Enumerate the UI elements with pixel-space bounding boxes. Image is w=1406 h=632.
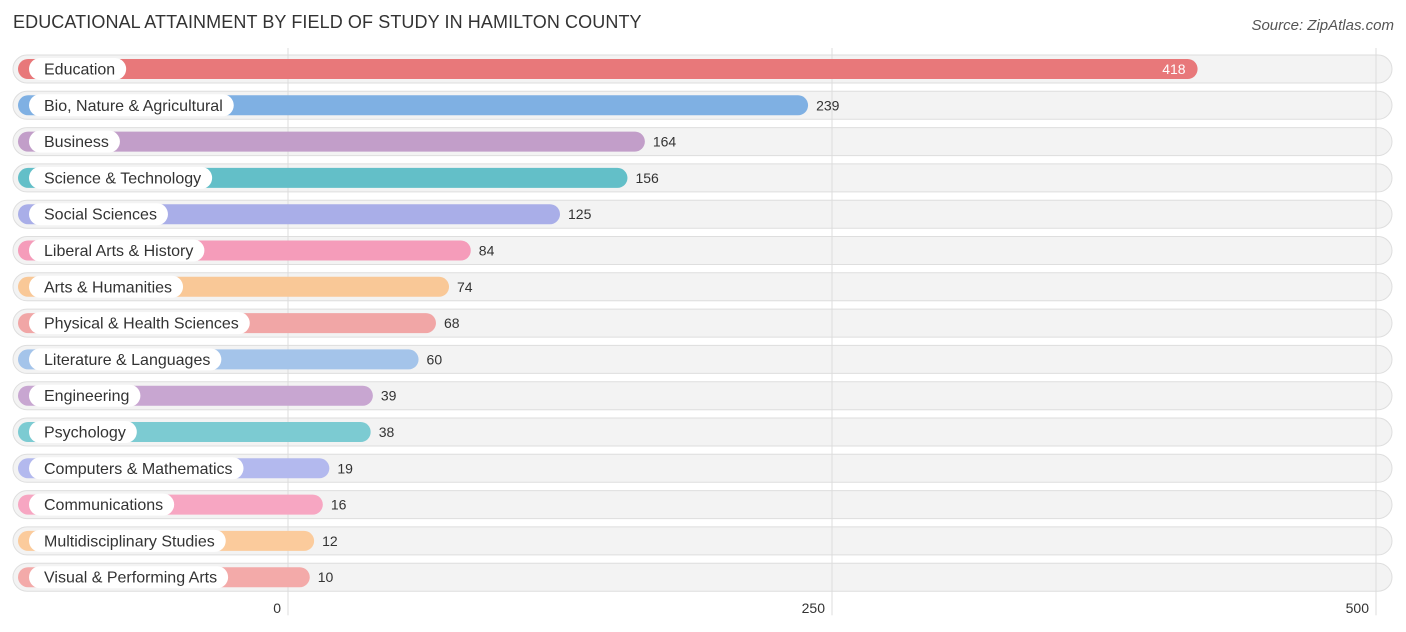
category-label-group: Engineering <box>29 384 141 407</box>
category-label-group: Communications <box>29 493 175 516</box>
category-label-group: Science & Technology <box>29 166 213 189</box>
category-label-pill <box>29 130 120 153</box>
row-background <box>12 453 1393 483</box>
category-label: Engineering <box>44 388 129 405</box>
category-label-group: Literature & Languages <box>29 348 222 371</box>
source-label: Source: ZipAtlas.com <box>1251 17 1394 34</box>
category-label-group: Arts & Humanities <box>29 275 184 298</box>
category-label-pill <box>29 384 141 407</box>
value-label: 60 <box>427 351 443 367</box>
value-label: 16 <box>331 497 347 513</box>
x-tick-label: 500 <box>1346 600 1370 616</box>
category-label-group: Bio, Nature & Agricultural <box>29 94 234 117</box>
category-label-pill <box>29 421 137 443</box>
category-label: Physical & Health Sciences <box>44 316 239 333</box>
category-label: Science & Technology <box>44 170 201 187</box>
bars: Education 418 Bio, Nature & Agricultural 23… <box>18 58 1198 589</box>
value-label: 19 <box>337 460 353 476</box>
category-label: Communications <box>44 497 163 514</box>
value-label: 74 <box>457 279 473 295</box>
category-label: Psychology <box>44 425 126 442</box>
bar <box>18 131 645 152</box>
category-label-group: Multidisciplinary Studies <box>29 529 226 552</box>
value-label: 10 <box>318 569 334 585</box>
value-label: 68 <box>444 315 460 331</box>
x-axis-ticks: 0 250 500 <box>273 600 1369 616</box>
category-label-pill <box>29 203 168 226</box>
category-label-pill <box>29 566 229 589</box>
category-label: Bio, Nature & Agricultural <box>44 98 223 115</box>
row-background <box>12 490 1393 520</box>
row-background <box>12 526 1393 556</box>
value-label: 125 <box>568 206 592 222</box>
category-label-group: Visual & Performing Arts <box>29 566 229 589</box>
bar <box>18 59 1198 79</box>
category-label-group: Social Sciences <box>29 203 168 226</box>
category-label-pill <box>29 348 222 371</box>
category-label: Multidisciplinary Studies <box>44 533 215 550</box>
value-label: 12 <box>322 533 338 549</box>
category-label-pill <box>29 312 250 335</box>
category-label: Social Sciences <box>44 207 157 224</box>
category-label-pill <box>29 94 234 117</box>
x-tick-label: 0 <box>273 600 281 616</box>
row-background <box>12 562 1393 592</box>
category-label: Visual & Performing Arts <box>44 570 217 587</box>
category-label-group: Liberal Arts & History <box>29 239 205 262</box>
category-label-pill <box>29 493 175 516</box>
category-label-pill <box>29 58 127 80</box>
category-label: Arts & Humanities <box>44 279 172 296</box>
category-label: Liberal Arts & History <box>44 243 193 260</box>
value-label: 38 <box>379 424 395 440</box>
value-label: 156 <box>635 170 659 186</box>
category-label: Business <box>44 134 109 151</box>
category-label-pill <box>29 239 205 262</box>
category-label: Computers & Mathematics <box>44 461 233 478</box>
category-label-pill <box>29 457 244 480</box>
category-label-pill <box>29 166 213 189</box>
category-label-group: Physical & Health Sciences <box>29 312 250 335</box>
category-label: Education <box>44 62 115 79</box>
category-label-group: Education <box>29 58 127 80</box>
chart-title: EDUCATIONAL ATTAINMENT BY FIELD OF STUDY… <box>13 12 642 32</box>
category-label-group: Psychology <box>29 421 137 443</box>
category-label-group: Computers & Mathematics <box>29 457 244 480</box>
value-label: 418 <box>1162 61 1186 77</box>
category-label-pill <box>29 529 226 552</box>
category-label: Literature & Languages <box>44 352 210 369</box>
value-label: 239 <box>816 97 840 113</box>
category-label-pill <box>29 275 184 298</box>
value-label: 39 <box>381 388 397 404</box>
x-tick-label: 250 <box>802 600 826 616</box>
category-label-group: Business <box>29 130 120 153</box>
value-label: 164 <box>653 134 677 150</box>
value-label: 84 <box>479 243 495 259</box>
